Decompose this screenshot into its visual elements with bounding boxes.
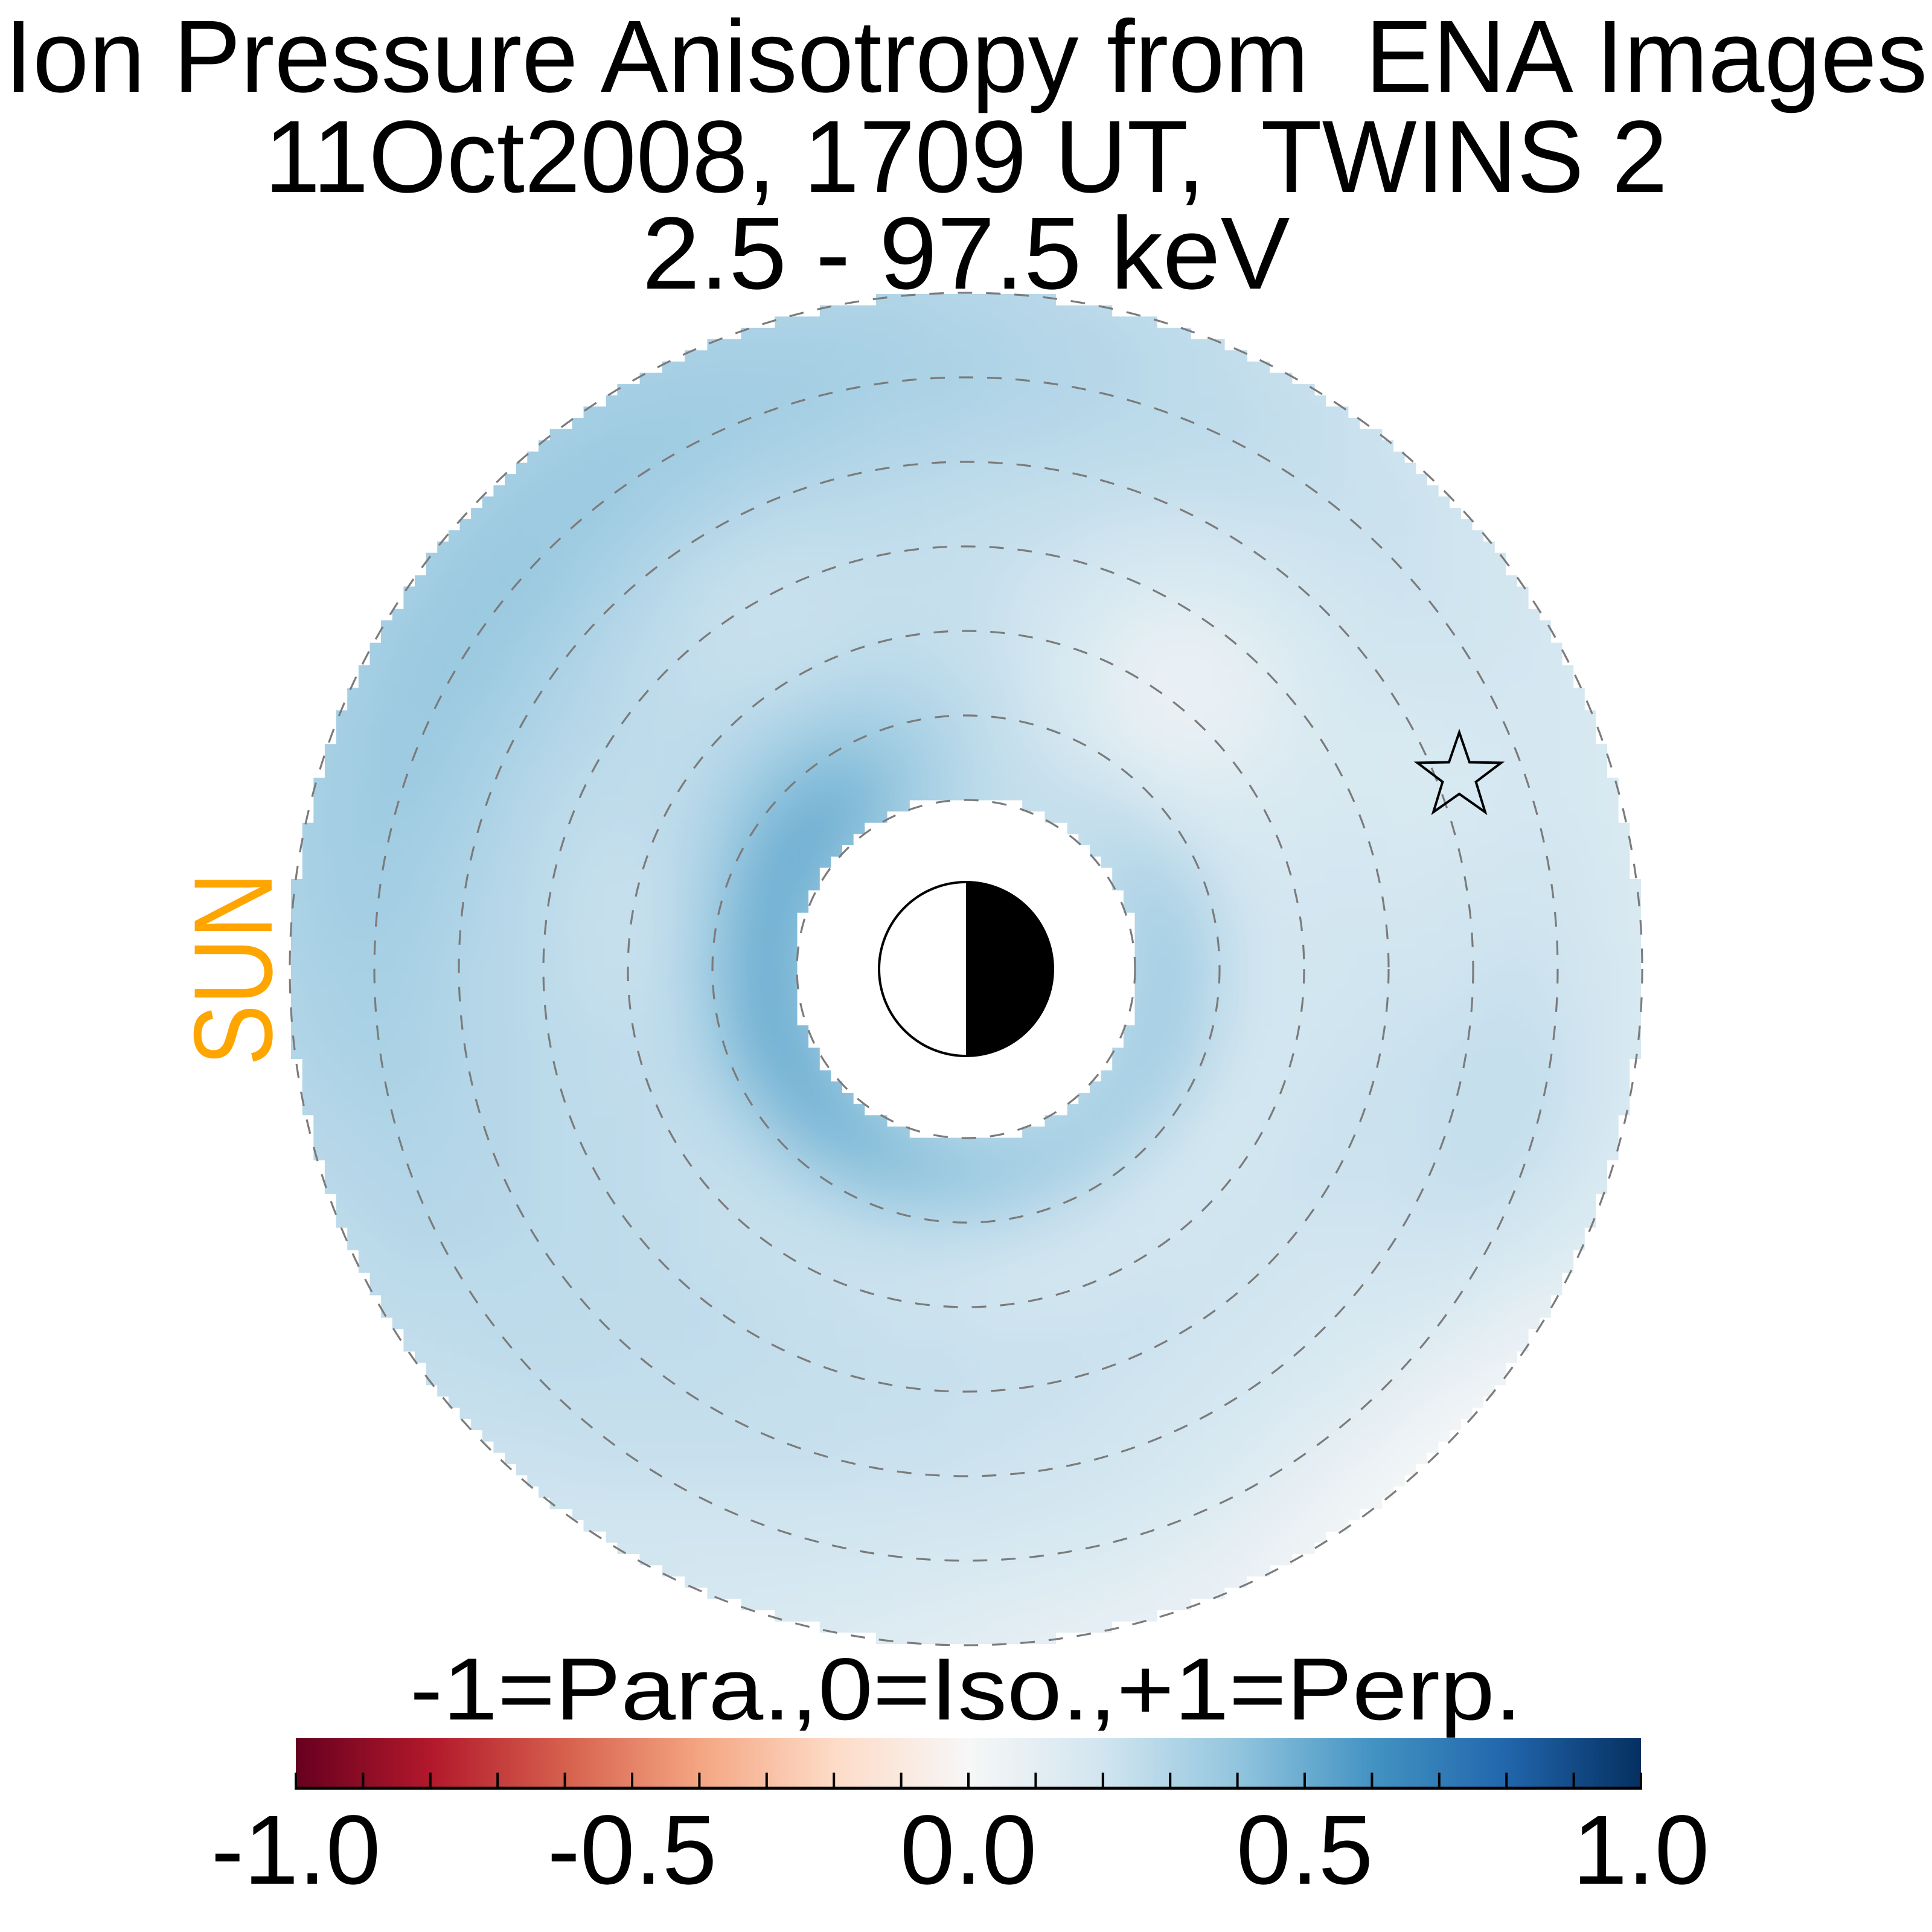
svg-text:-0.5: -0.5: [548, 1794, 717, 1905]
svg-text:SUN: SUN: [171, 872, 296, 1066]
svg-text:2.5 - 97.5 keV: 2.5 - 97.5 keV: [642, 196, 1290, 311]
svg-text:0.5: 0.5: [1236, 1794, 1374, 1905]
svg-text:11Oct2008, 1709 UT, TWINS 2: 11Oct2008, 1709 UT, TWINS 2: [264, 100, 1668, 214]
svg-text:-1.0: -1.0: [211, 1794, 381, 1905]
svg-text:Ion Pressure Anisotropy from: Ion Pressure Anisotropy from ENA Images: [5, 0, 1928, 114]
svg-text:1.0: 1.0: [1573, 1794, 1710, 1905]
svg-text:-1=Para.,0=Iso.,+1=Perp.: -1=Para.,0=Iso.,+1=Perp.: [410, 1640, 1522, 1738]
svg-text:0.0: 0.0: [900, 1794, 1037, 1905]
